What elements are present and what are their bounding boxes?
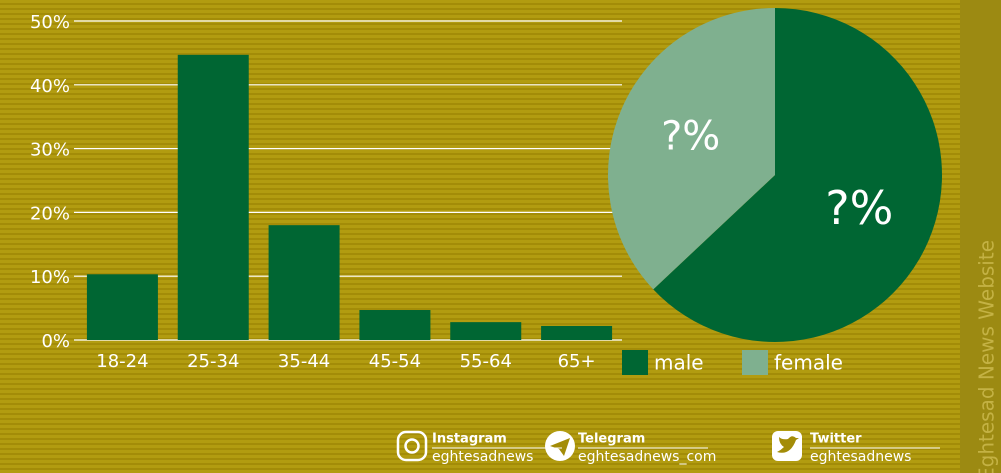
bar [177, 54, 249, 341]
instagram-icon [396, 430, 428, 462]
y-tick-label: 20% [30, 203, 70, 224]
y-tick-label: 0% [41, 331, 70, 352]
slice-label: ?% [661, 114, 720, 160]
twitter-icon [772, 431, 802, 461]
side-strip [960, 0, 1001, 473]
y-tick-label: 50% [30, 12, 70, 33]
bar [359, 310, 431, 340]
footer-handle: eghtesadnews [432, 449, 533, 465]
x-tick-label: 65+ [558, 351, 596, 372]
pie-slice [608, 8, 775, 290]
side-text: Eghtesad News Website [975, 240, 999, 473]
legend-swatch [622, 350, 648, 375]
legend-label: male [654, 351, 704, 375]
legend-swatch [742, 350, 768, 375]
bar [541, 325, 613, 340]
pie-slice [653, 8, 943, 342]
telegram-icon [545, 431, 575, 461]
x-tick-label: 55-64 [460, 351, 512, 372]
footer-name: Telegram [578, 432, 645, 447]
legend-label: female [774, 351, 843, 375]
y-tick-label: 40% [30, 76, 70, 97]
footer-handle: eghtesadnews [810, 449, 911, 465]
y-tick-label: 30% [30, 140, 70, 161]
footer-name: Instagram [432, 432, 507, 447]
x-tick-label: 18-24 [96, 351, 148, 372]
slice-label: ?% [825, 181, 893, 235]
footer-handle: eghtesadnews_com [578, 449, 716, 465]
x-tick-label: 25-34 [187, 351, 239, 372]
footer-name: Twitter [810, 432, 862, 447]
bar [450, 322, 522, 340]
bar [86, 274, 158, 340]
x-tick-label: 45-54 [369, 351, 421, 372]
y-tick-label: 10% [30, 267, 70, 288]
bar [268, 225, 340, 340]
x-tick-label: 35-44 [278, 351, 330, 372]
